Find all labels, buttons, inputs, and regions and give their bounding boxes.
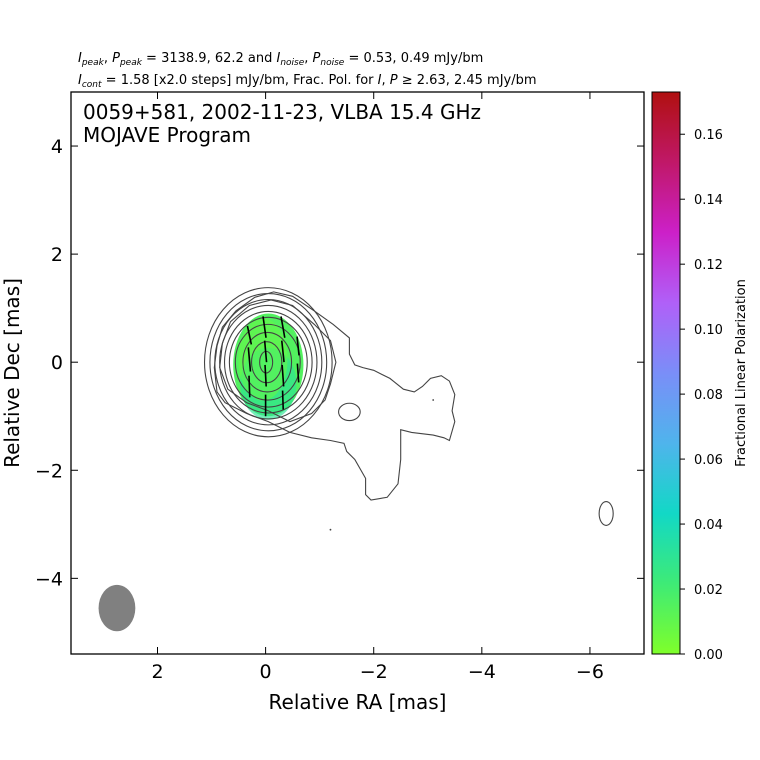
y-tick-label: −4 — [35, 568, 63, 590]
plot-area — [98, 287, 614, 632]
y-tick-label: 0 — [51, 352, 63, 374]
colorbar-label: Fractional Linear Polarization — [734, 279, 749, 467]
colorbar-tick-label: 0.12 — [694, 258, 723, 273]
x-tick-label: 0 — [260, 661, 272, 683]
x-tick-label: 2 — [151, 661, 163, 683]
contour-island — [598, 501, 614, 526]
y-tick-label: −2 — [35, 460, 63, 482]
colorbar-ticks: 0.00 0.02 0.04 0.06 0.08 0.10 0.12 0.14 0.16 — [680, 128, 723, 663]
evpa-vector — [281, 390, 285, 410]
beam-ellipse — [98, 584, 136, 632]
evpa-vector — [281, 364, 285, 387]
colorbar-tick-label: 0.14 — [694, 193, 723, 208]
evpa-vector — [296, 336, 300, 356]
contour-island — [338, 402, 361, 422]
x-axis-label: Relative RA [mas] — [269, 690, 447, 714]
contour-jet-inner — [219, 299, 337, 423]
evpa-vector — [280, 340, 285, 363]
evpa-vector — [246, 325, 253, 345]
colorbar-tick-label: 0.08 — [694, 388, 723, 403]
y-tick-label: 4 — [51, 136, 63, 158]
contour-core — [228, 316, 308, 408]
contour-core — [203, 287, 333, 438]
evpa-vector — [247, 347, 252, 372]
colorbar-tick-label: 0.02 — [694, 583, 723, 598]
plot-title-line-2: MOJAVE Program — [83, 123, 251, 147]
colorbar-tick-label: 0.00 — [694, 648, 723, 663]
colorbar-frame — [651, 91, 681, 655]
evpa-vector — [264, 364, 267, 387]
contour-dot — [329, 528, 332, 531]
contour-core — [234, 323, 301, 401]
contour-jet-outer — [213, 291, 456, 501]
colorbar-tick-label: 0.10 — [694, 323, 723, 338]
x-tick-label: −4 — [468, 661, 496, 683]
header-line-2: Icont = 1.58 [x2.0 steps] mJy/bm, Frac. … — [78, 73, 537, 90]
contour-core — [223, 310, 313, 414]
x-axis-ticks: 2 0 −2 −4 −6 — [151, 92, 604, 683]
y-axis-ticks: 4 2 0 −2 −4 — [35, 136, 644, 590]
contour-core — [214, 298, 323, 426]
plot-title-line-1: 0059+581, 2002-11-23, VLBA 15.4 GHz — [83, 100, 481, 124]
x-tick-label: −2 — [360, 661, 388, 683]
evpa-vector — [248, 375, 251, 398]
evpa-vector — [296, 363, 300, 383]
plot-frame — [70, 91, 645, 655]
contour-core — [209, 293, 328, 432]
contour-core — [219, 304, 318, 420]
contour-core — [242, 331, 293, 393]
y-axis-label: Relative Dec [mas] — [0, 278, 24, 468]
colorbar-tick-label: 0.06 — [694, 453, 723, 468]
colorbar-tick-label: 0.04 — [694, 518, 723, 533]
evpa-vector — [280, 316, 286, 338]
colorbar — [652, 92, 680, 654]
evpa-vector — [262, 316, 267, 338]
contour-dot — [432, 399, 435, 401]
evpa-vector — [263, 340, 268, 363]
colorbar-tick-label: 0.16 — [694, 128, 723, 143]
x-tick-label: −6 — [576, 661, 604, 683]
y-tick-label: 2 — [51, 244, 63, 266]
frac-pol-fill — [238, 318, 288, 401]
header-line-1: Ipeak, Ppeak = 3138.9, 62.2 and Inoise, … — [78, 51, 483, 68]
